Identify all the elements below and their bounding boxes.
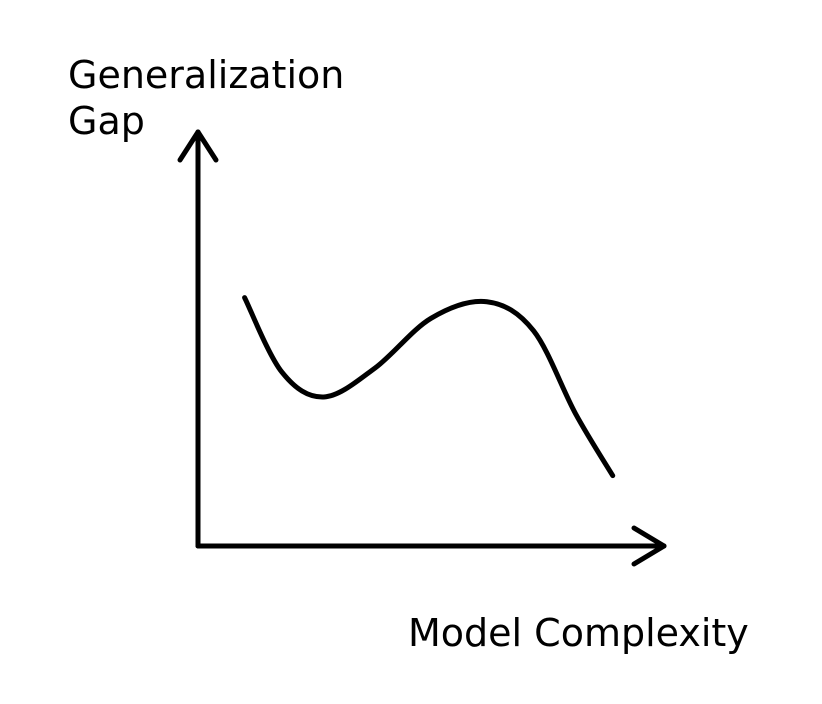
x-axis-arrowhead — [631, 525, 667, 567]
y-axis-label-line-2: Gap — [68, 99, 145, 143]
y-axis-label-line-1: Generalization — [68, 53, 345, 97]
generalization-gap-curve — [242, 295, 616, 479]
y-axis-label: Generalization Gap — [68, 52, 344, 144]
x-axis-label: Model Complexity — [408, 611, 749, 655]
y-axis-arrowhead — [177, 129, 219, 163]
